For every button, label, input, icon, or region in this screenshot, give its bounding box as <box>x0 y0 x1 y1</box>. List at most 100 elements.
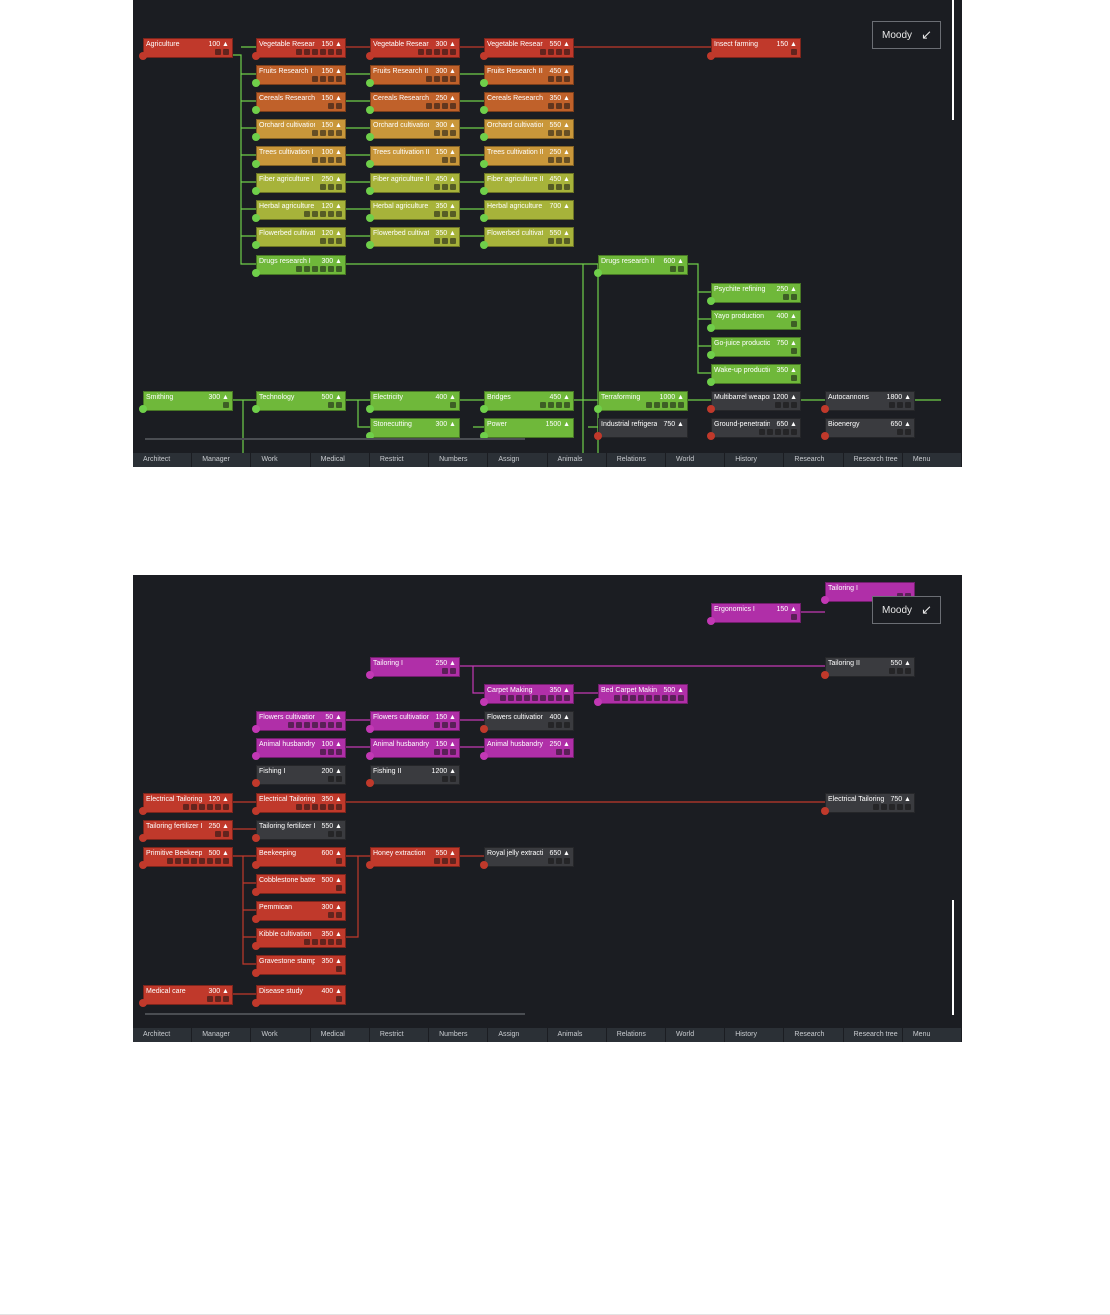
research-node[interactable]: Vegetable Research III 550 ▲ <box>484 38 574 58</box>
research-node[interactable]: Flowerbed cultivation I 120 ▲ <box>256 227 346 247</box>
horizontal-scrollbar-2[interactable] <box>145 1013 525 1015</box>
moody-toggle-button-2[interactable]: Moody ↙ <box>872 596 941 624</box>
tab-manager[interactable]: Manager <box>192 1028 252 1042</box>
research-node[interactable]: Flowers cultivation II 150 ▲ <box>370 711 460 731</box>
research-node[interactable]: Bioenergy 650 ▲ <box>825 418 915 438</box>
tab-numbers[interactable]: Numbers <box>429 453 489 467</box>
research-node[interactable]: Trees cultivation I 100 ▲ <box>256 146 346 166</box>
research-node[interactable]: Go-juice production 750 ▲ <box>711 337 801 357</box>
research-node[interactable]: Tailoring II 550 ▲ <box>825 657 915 677</box>
tab-work[interactable]: Work <box>251 453 311 467</box>
tab-restrict[interactable]: Restrict <box>370 453 430 467</box>
research-node[interactable]: Drugs research I 300 ▲ <box>256 255 346 275</box>
research-node[interactable]: Bed Carpet Making 500 ▲ <box>598 684 688 704</box>
research-node[interactable]: Primitive Beekeeping 500 ▲ <box>143 847 233 867</box>
research-node[interactable]: Herbal agriculture I 120 ▲ <box>256 200 346 220</box>
tab-manager[interactable]: Manager <box>192 453 252 467</box>
tab-work[interactable]: Work <box>251 1028 311 1042</box>
research-node[interactable]: Honey extraction 550 ▲ <box>370 847 460 867</box>
tab-research[interactable]: Research <box>784 1028 844 1042</box>
tab-assign[interactable]: Assign <box>488 453 548 467</box>
research-node[interactable]: Fruits Research III 450 ▲ <box>484 65 574 85</box>
tab-architect[interactable]: Architect <box>133 453 193 467</box>
research-node[interactable]: Vegetable Research II 300 ▲ <box>370 38 460 58</box>
vertical-scrollbar-2[interactable] <box>952 900 954 1015</box>
research-node[interactable]: Disease study 400 ▲ <box>256 985 346 1005</box>
research-node[interactable]: Electrical Tailoring I 120 ▲ <box>143 793 233 813</box>
research-node[interactable]: Medical care 300 ▲ <box>143 985 233 1005</box>
research-node[interactable]: Multibarrel weapons1200 ▲ <box>711 391 801 411</box>
tab-restrict[interactable]: Restrict <box>370 1028 430 1042</box>
research-node[interactable]: Cereals Research III 350 ▲ <box>484 92 574 112</box>
research-node[interactable]: Animal husbandry III 250 ▲ <box>484 738 574 758</box>
research-node[interactable]: Fishing II 1200 ▲ <box>370 765 460 785</box>
research-node[interactable]: Orchard cultivation III 550 ▲ <box>484 119 574 139</box>
research-node[interactable]: Vegetable Research I 150 ▲ <box>256 38 346 58</box>
research-node[interactable]: Power 1500 ▲ <box>484 418 574 438</box>
research-node[interactable]: Autocannons 1800 ▲ <box>825 391 915 411</box>
research-node[interactable]: Royal jelly extraction 650 ▲ <box>484 847 574 867</box>
research-node[interactable]: Kibble cultivation 350 ▲ <box>256 928 346 948</box>
research-node[interactable]: Cereals Research I 150 ▲ <box>256 92 346 112</box>
research-node[interactable]: Ground-penetrating scanner 650 ▲ <box>711 418 801 438</box>
tab-medical[interactable]: Medical <box>311 453 370 467</box>
research-node[interactable]: Trees cultivation II 150 ▲ <box>370 146 460 166</box>
research-node[interactable]: Tailoring fertilizer II 550 ▲ <box>256 820 346 840</box>
tab-history[interactable]: History <box>725 453 785 467</box>
research-node[interactable]: Ergonomics I 150 ▲ <box>711 603 801 623</box>
research-node[interactable]: Agriculture 100 ▲ <box>143 38 233 58</box>
research-node[interactable]: Orchard cultivation I 150 ▲ <box>256 119 346 139</box>
research-node[interactable]: Flowers cultivation I 50 ▲ <box>256 711 346 731</box>
research-node[interactable]: Flowerbed cultivation II 350 ▲ <box>370 227 460 247</box>
tab-medical[interactable]: Medical <box>311 1028 370 1042</box>
research-node[interactable]: Beekeeping 600 ▲ <box>256 847 346 867</box>
research-node[interactable]: Herbal agriculture III 700 ▲ <box>484 200 574 220</box>
moody-toggle-button[interactable]: Moody ↙ <box>872 21 941 49</box>
research-node[interactable]: Herbal agriculture II 350 ▲ <box>370 200 460 220</box>
tab-relations[interactable]: Relations <box>607 453 666 467</box>
tab-history[interactable]: History <box>725 1028 785 1042</box>
horizontal-scrollbar[interactable] <box>145 438 525 440</box>
tab-animals[interactable]: Animals <box>548 1028 607 1042</box>
research-node[interactable]: Animal husbandry I 100 ▲ <box>256 738 346 758</box>
research-node[interactable]: Gravestone stamp 350 ▲ <box>256 955 346 975</box>
research-node[interactable]: Electrical Tailoring III 750 ▲ <box>825 793 915 813</box>
research-node[interactable]: Electrical Tailoring II 350 ▲ <box>256 793 346 813</box>
research-node[interactable]: Terraforming 1000 ▲ <box>598 391 688 411</box>
research-node[interactable]: Tailoring I 250 ▲ <box>370 657 460 677</box>
research-node[interactable]: Flowerbed cultivation III 550 ▲ <box>484 227 574 247</box>
research-node[interactable]: Fruits Research II 300 ▲ <box>370 65 460 85</box>
research-node[interactable]: Technology 500 ▲ <box>256 391 346 411</box>
tab-world[interactable]: World <box>666 453 726 467</box>
research-node[interactable]: Yayo production 400 ▲ <box>711 310 801 330</box>
research-node[interactable]: Flowers cultivation III 400 ▲ <box>484 711 574 731</box>
tab-architect[interactable]: Architect <box>133 1028 193 1042</box>
tab-menu[interactable]: Menu <box>903 453 962 467</box>
research-node[interactable]: Drugs research II 600 ▲ <box>598 255 688 275</box>
tab-research-tree[interactable]: Research tree <box>844 1028 903 1042</box>
tab-numbers[interactable]: Numbers <box>429 1028 489 1042</box>
vertical-scrollbar[interactable] <box>952 0 954 120</box>
research-node[interactable]: Orchard cultivation II 300 ▲ <box>370 119 460 139</box>
tab-menu[interactable]: Menu <box>903 1028 962 1042</box>
research-node[interactable]: Fiber agriculture III 450 ▲ <box>484 173 574 193</box>
research-node[interactable]: Carpet Making 350 ▲ <box>484 684 574 704</box>
research-node[interactable]: Smithing 300 ▲ <box>143 391 233 411</box>
tab-assign[interactable]: Assign <box>488 1028 548 1042</box>
research-node[interactable]: Bridges 450 ▲ <box>484 391 574 411</box>
research-node[interactable]: Fruits Research I 150 ▲ <box>256 65 346 85</box>
tab-relations[interactable]: Relations <box>607 1028 666 1042</box>
research-node[interactable]: Cobblestone battery 500 ▲ <box>256 874 346 894</box>
research-node[interactable]: Stonecutting 300 ▲ <box>370 418 460 438</box>
research-node[interactable]: Animal husbandry II 150 ▲ <box>370 738 460 758</box>
tab-animals[interactable]: Animals <box>548 453 607 467</box>
research-node[interactable]: Wake-up production 350 ▲ <box>711 364 801 384</box>
research-node[interactable]: Fiber agriculture II 450 ▲ <box>370 173 460 193</box>
research-node[interactable]: Cereals Research II 250 ▲ <box>370 92 460 112</box>
tab-world[interactable]: World <box>666 1028 726 1042</box>
research-node[interactable]: Electricity 400 ▲ <box>370 391 460 411</box>
tab-research-tree[interactable]: Research tree <box>844 453 903 467</box>
research-node[interactable]: Insect farming 150 ▲ <box>711 38 801 58</box>
research-node[interactable]: Pemmican 300 ▲ <box>256 901 346 921</box>
research-node[interactable]: Industrial refrigeration 750 ▲ <box>598 418 688 438</box>
